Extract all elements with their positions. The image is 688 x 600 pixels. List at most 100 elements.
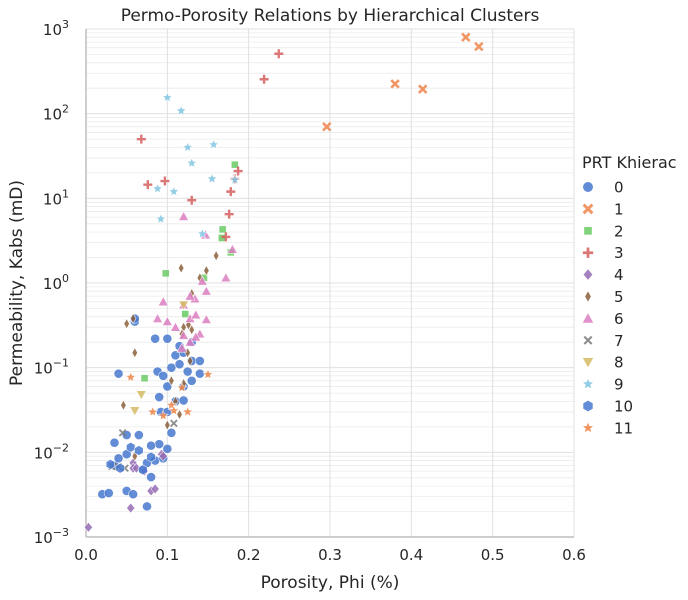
legend-item-8: 8 [581, 354, 624, 372]
x-tick-label: 0.1 [155, 546, 179, 564]
data-point-cluster-4 [83, 521, 94, 533]
series-10 [105, 441, 156, 476]
legend-item-5: 5 [584, 288, 624, 306]
legend-item-4: 4 [582, 266, 624, 284]
data-point-cluster-6 [152, 312, 164, 323]
chart-title: Permo-Porosity Relations by Hierarchical… [121, 6, 540, 26]
data-point-cluster-5 [188, 324, 195, 336]
data-point-cluster-5 [185, 319, 192, 331]
data-point-cluster-2 [140, 374, 149, 383]
data-point-cluster-9 [207, 138, 220, 150]
data-point-cluster-6 [169, 321, 181, 332]
data-point-cluster-0 [150, 333, 161, 344]
legend-item-7: 7 [583, 332, 624, 350]
axes [85, 29, 574, 538]
data-point-cluster-0 [113, 453, 124, 464]
legend-item-0: 0 [582, 179, 624, 197]
data-point-cluster-5 [131, 347, 138, 359]
data-point-cluster-5 [203, 265, 210, 277]
data-point-cluster-10 [138, 464, 148, 476]
legend-marker [582, 268, 594, 281]
data-point-cluster-7 [170, 419, 178, 428]
data-point-cluster-10 [134, 445, 144, 456]
data-point-cluster-10 [115, 462, 125, 474]
data-point-cluster-7 [118, 428, 127, 437]
data-point-cluster-2 [218, 225, 227, 234]
series-9 [151, 91, 241, 239]
data-point-cluster-9 [196, 227, 209, 239]
data-point-cluster-9 [168, 185, 180, 197]
data-point-cluster-1 [390, 79, 400, 89]
data-point-cluster-1 [461, 32, 471, 42]
data-point-cluster-5 [164, 419, 171, 431]
data-point-cluster-1 [418, 84, 428, 94]
legend-label: 10 [614, 398, 633, 416]
data-point-cluster-3 [226, 187, 236, 197]
data-point-cluster-3 [259, 74, 269, 84]
data-point-cluster-11 [181, 405, 194, 417]
data-point-cluster-0 [154, 392, 165, 402]
legend-label: 0 [614, 179, 624, 197]
legend-label: 5 [614, 288, 624, 306]
data-point-cluster-0 [109, 437, 120, 448]
legend-marker [581, 421, 595, 434]
data-point-cluster-0 [194, 356, 205, 366]
x-tick-label: 0.4 [399, 546, 423, 564]
data-point-cluster-0 [174, 359, 185, 370]
series-4 [83, 448, 168, 533]
series-8 [129, 300, 190, 417]
data-point-cluster-6 [190, 309, 202, 320]
data-point-cluster-0 [133, 430, 144, 440]
legend-label: 9 [614, 376, 624, 394]
legend-label: 7 [614, 332, 624, 350]
legend-marker [581, 357, 595, 369]
data-point-cluster-4 [150, 483, 160, 495]
data-point-cluster-6 [220, 272, 232, 283]
data-point-cluster-0 [162, 443, 173, 454]
data-point-cluster-1 [474, 41, 484, 52]
data-point-cluster-9 [181, 141, 194, 153]
data-point-cluster-5 [120, 399, 127, 411]
data-point-cluster-4 [126, 502, 136, 514]
data-point-cluster-9 [206, 172, 218, 184]
data-point-cluster-5 [176, 408, 183, 421]
data-point-cluster-6 [176, 342, 188, 353]
data-point-cluster-3 [233, 166, 243, 176]
legend-item-10: 10 [582, 398, 633, 416]
x-tick-label: 0.6 [562, 546, 586, 564]
legend-label: 8 [614, 354, 624, 372]
data-point-cluster-6 [200, 285, 212, 296]
data-point-cluster-6 [226, 243, 238, 254]
legend-label: 4 [614, 266, 624, 284]
data-point-cluster-6 [178, 329, 190, 340]
series-11 [125, 368, 214, 421]
data-point-cluster-6 [178, 210, 190, 221]
data-point-cluster-8 [129, 406, 141, 417]
data-point-cluster-11 [168, 404, 180, 416]
x-axis-label: Porosity, Phi (%) [261, 573, 400, 593]
data-point-cluster-6 [184, 336, 196, 347]
data-point-cluster-0 [182, 366, 193, 377]
legend: PRT Khierac 0 1 2 3 4 5 6 7 8 9 10 11 [581, 153, 677, 437]
data-point-cluster-0 [186, 375, 197, 386]
data-point-cluster-11 [125, 371, 137, 383]
data-point-cluster-2 [181, 310, 190, 318]
data-point-cluster-10 [146, 451, 156, 463]
legend-label: 3 [614, 244, 624, 262]
legend-label: 1 [614, 200, 624, 218]
data-point-cluster-4 [158, 450, 168, 462]
data-point-cluster-0 [162, 381, 173, 392]
data-point-cluster-6 [190, 331, 202, 342]
legend-marker [583, 335, 593, 345]
data-point-cluster-0 [166, 427, 177, 438]
data-point-cluster-0 [178, 395, 189, 406]
legend-marker [582, 247, 594, 258]
data-point-cluster-9 [186, 157, 198, 169]
legend-item-6: 6 [581, 310, 624, 328]
data-point-cluster-8 [135, 390, 147, 401]
data-point-cluster-3 [143, 180, 153, 190]
data-point-cluster-5 [168, 375, 175, 387]
data-point-cluster-9 [155, 213, 167, 224]
data-point-cluster-8 [178, 300, 190, 311]
data-point-cluster-3 [221, 232, 231, 242]
